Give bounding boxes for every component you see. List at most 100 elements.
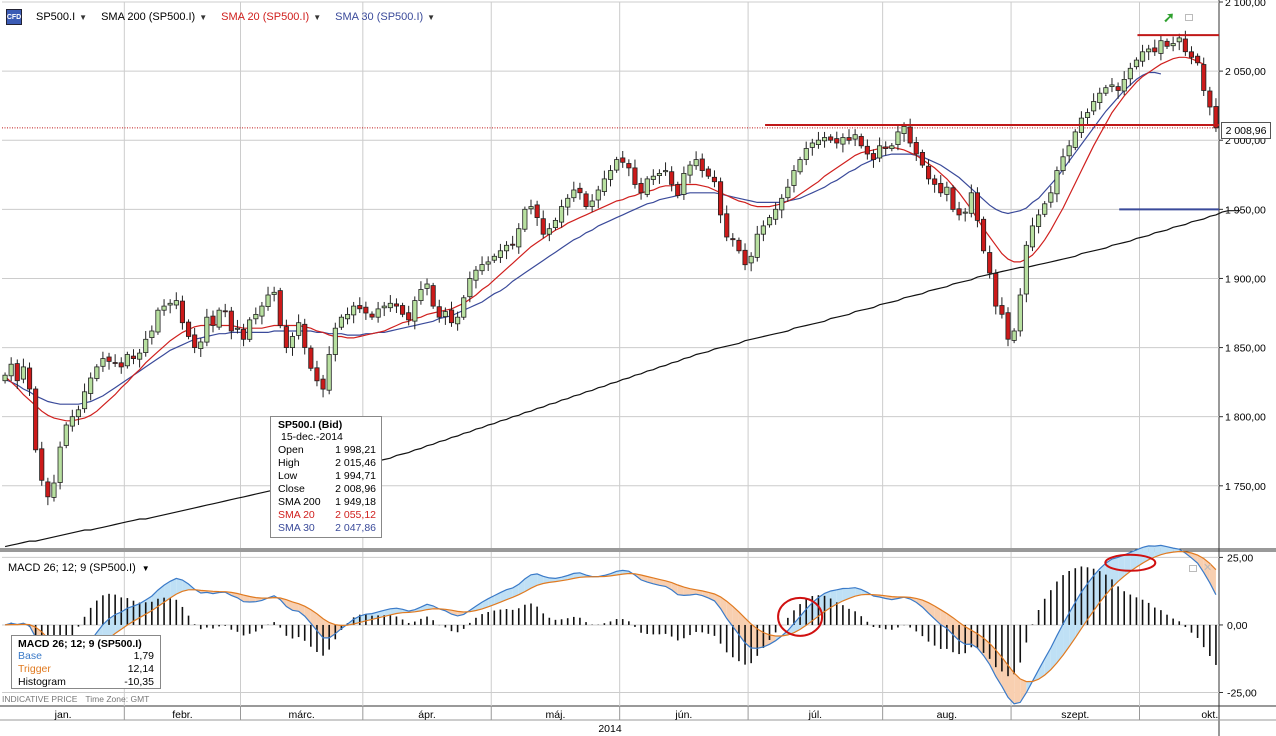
macd-fill <box>500 589 507 603</box>
maximize-icon[interactable] <box>1184 14 1193 21</box>
candle-body <box>595 189 601 201</box>
candle-body <box>528 206 534 210</box>
candle-body <box>913 141 919 155</box>
candle-body <box>185 321 192 337</box>
macd-fill <box>916 598 923 608</box>
indicator-sma200[interactable]: SMA 200 (SP500.I) ▼ <box>101 11 207 23</box>
macd-fill <box>659 579 666 587</box>
candle-body <box>149 330 155 338</box>
indicator-sma20[interactable]: SMA 20 (SP500.I) ▼ <box>221 11 321 23</box>
sma20-line <box>4 56 1204 422</box>
month-tick-label: jan. <box>54 709 72 721</box>
candle-body <box>100 358 106 367</box>
info-row-sma30: SMA 30 2 047,86 <box>278 522 376 535</box>
candle-body <box>461 297 467 318</box>
cfd-icon[interactable]: CFD <box>6 9 22 25</box>
candle-body <box>228 310 234 332</box>
close-icon[interactable]: ✕ <box>1203 562 1213 574</box>
candle-body <box>283 326 289 349</box>
candle-body <box>705 168 711 177</box>
candle-body <box>63 424 69 446</box>
candle-body <box>1207 90 1213 108</box>
row-value: 2 047,86 <box>335 522 376 534</box>
row-label: SMA 200 <box>278 496 321 508</box>
candle-body <box>308 347 314 369</box>
candle-body <box>1152 47 1158 53</box>
macd-fill <box>1020 678 1027 703</box>
chevron-down-icon: ▼ <box>427 12 436 22</box>
month-tick-label: márc. <box>289 709 315 721</box>
candle-body <box>1072 131 1078 148</box>
macd-fill <box>164 581 171 603</box>
candle-body <box>198 341 204 349</box>
candle-body <box>344 313 351 320</box>
candle-body <box>944 186 950 195</box>
candle-body <box>675 184 681 197</box>
candle-body <box>265 294 271 308</box>
candle-body <box>815 139 821 145</box>
candle-body <box>351 305 357 316</box>
candle-body <box>8 363 14 377</box>
macd-trigger-line <box>5 550 1217 683</box>
candle-body <box>1164 40 1170 47</box>
macd-fill <box>384 608 391 617</box>
candle-body <box>1048 192 1054 203</box>
candle-body <box>302 323 308 348</box>
macd-fill <box>922 600 929 614</box>
series-selector-sp500[interactable]: SP500.I ▼ <box>36 11 87 23</box>
row-value: 1 949,18 <box>335 496 376 508</box>
candle-body <box>626 163 632 169</box>
chevron-down-icon: ▼ <box>141 563 150 573</box>
candle-body <box>754 233 760 258</box>
macd-fill <box>971 630 978 649</box>
macd-window-controls: ✕ <box>1189 562 1213 574</box>
month-tick-label: aug. <box>937 709 957 721</box>
candle-body <box>82 391 88 410</box>
candle-body <box>797 159 803 173</box>
row-value: -10,35 <box>124 676 154 688</box>
macd-fill <box>757 628 764 649</box>
ohlc-info-box: SP500.I (Bid) 15-dec.-2014 Open 1 998,21 … <box>270 416 382 538</box>
candle-body <box>546 228 552 235</box>
candle-body <box>314 367 320 382</box>
row-label: Base <box>18 650 42 662</box>
chart-window-controls: ➚ <box>1163 9 1193 26</box>
candle-body <box>577 187 583 194</box>
macd-fill <box>182 580 189 592</box>
maximize-icon[interactable] <box>1189 564 1197 572</box>
macd-fill <box>530 573 538 589</box>
info-row-low: Low 1 994,71 <box>278 470 376 483</box>
macd-fill <box>1197 555 1204 573</box>
macd-fill <box>475 602 483 611</box>
macd-fill <box>1069 602 1076 647</box>
macd-row-trigger: Trigger 12,14 <box>18 663 154 676</box>
sma30-line <box>4 71 1162 405</box>
info-row-open: Open 1 998,21 <box>278 444 376 457</box>
macd-fill <box>1203 558 1210 583</box>
macd-fill <box>506 587 513 600</box>
macd-fill <box>378 610 385 618</box>
candle-body <box>956 208 962 216</box>
candle-body <box>179 300 186 324</box>
indicator-sma30[interactable]: SMA 30 (SP500.I) ▼ <box>335 11 435 23</box>
candle-body <box>381 305 387 309</box>
macd-fill <box>420 604 428 611</box>
macd-row-base: Base 1,79 <box>18 650 154 663</box>
green-arrow-up-icon[interactable]: ➚ <box>1163 9 1175 25</box>
candle-body <box>681 172 687 195</box>
candle-body <box>669 171 675 185</box>
macd-indicator-selector[interactable]: MACD 26; 12; 9 (SP500.I) ▼ <box>8 562 150 574</box>
macd-fill <box>793 616 801 633</box>
macd-fill <box>995 650 1002 687</box>
macd-fill <box>323 618 330 638</box>
chevron-down-icon: ▼ <box>199 12 208 22</box>
candle-body <box>1060 156 1066 172</box>
candle-body <box>614 159 620 171</box>
macd-fill <box>390 608 397 615</box>
candle-body <box>583 193 589 207</box>
macd-fill <box>1142 545 1149 564</box>
candle-body <box>718 181 724 216</box>
candle-body <box>663 170 669 173</box>
month-tick-label: okt. <box>1201 709 1218 721</box>
